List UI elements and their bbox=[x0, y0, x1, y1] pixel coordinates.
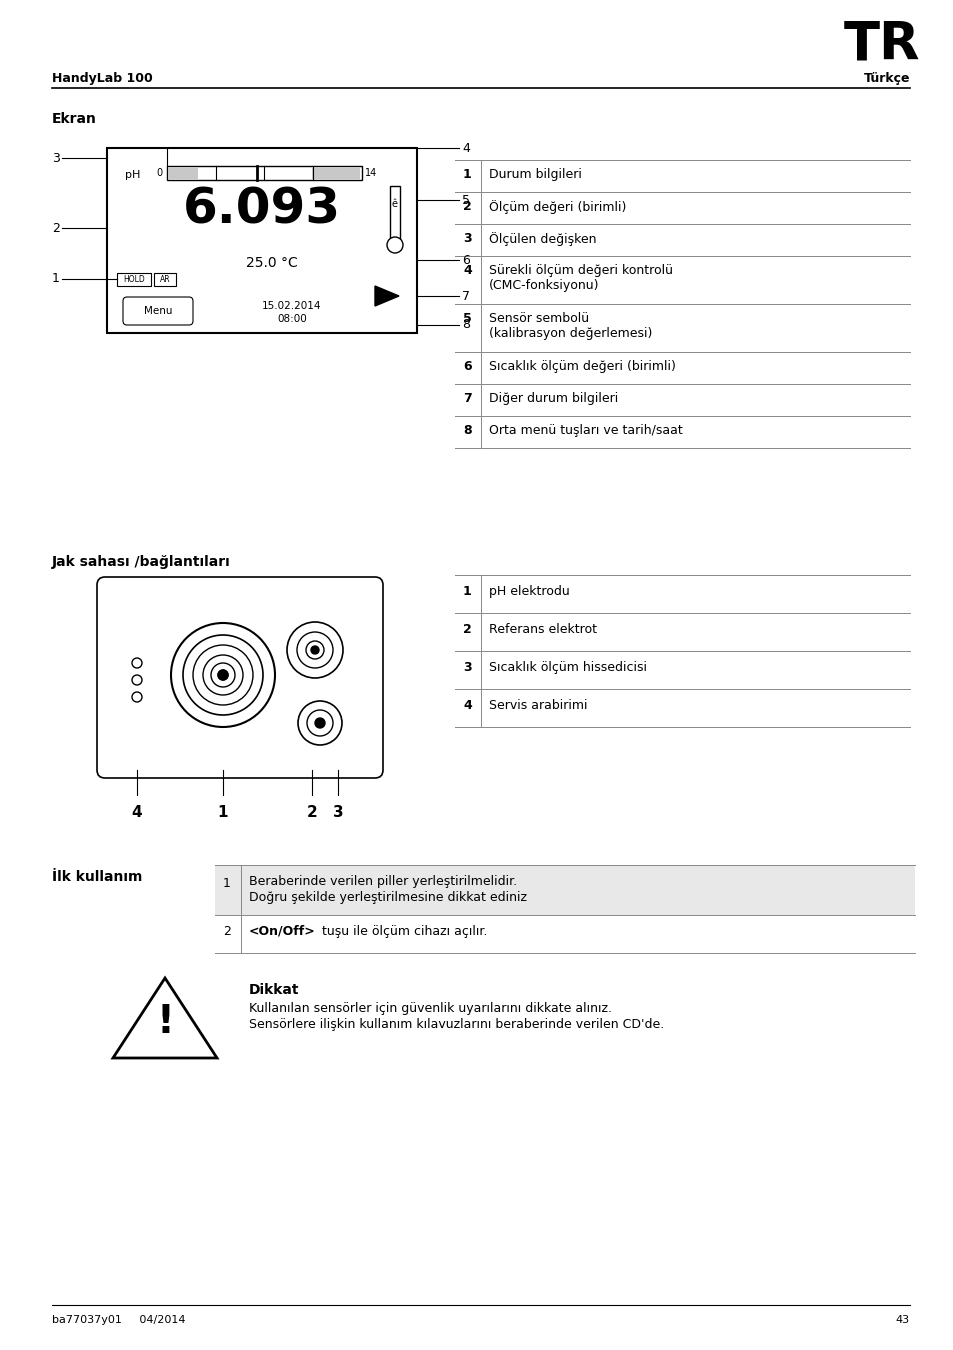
Text: 1: 1 bbox=[223, 878, 231, 890]
Polygon shape bbox=[375, 286, 398, 306]
Text: 15.02.2014: 15.02.2014 bbox=[262, 301, 321, 310]
Text: 4: 4 bbox=[462, 699, 471, 711]
Circle shape bbox=[387, 238, 402, 252]
FancyBboxPatch shape bbox=[97, 576, 382, 778]
Circle shape bbox=[183, 634, 263, 716]
Text: 1: 1 bbox=[462, 585, 471, 598]
Bar bbox=[168, 167, 198, 180]
Text: 6: 6 bbox=[462, 360, 471, 373]
Text: Sıcaklık ölçüm değeri (birimli): Sıcaklık ölçüm değeri (birimli) bbox=[489, 360, 675, 373]
Circle shape bbox=[211, 663, 234, 687]
Text: 4: 4 bbox=[132, 805, 142, 819]
Text: 2: 2 bbox=[462, 622, 471, 636]
Text: Jak sahası /bağlantıları: Jak sahası /bağlantıları bbox=[52, 555, 231, 568]
Text: ba77037y01     04/2014: ba77037y01 04/2014 bbox=[52, 1315, 185, 1324]
Text: Servis arabirimi: Servis arabirimi bbox=[489, 699, 587, 711]
Text: 3: 3 bbox=[462, 662, 471, 674]
Text: 6.093: 6.093 bbox=[183, 186, 341, 234]
Circle shape bbox=[307, 710, 333, 736]
Text: 1: 1 bbox=[52, 273, 60, 285]
Polygon shape bbox=[112, 977, 216, 1058]
Text: 7: 7 bbox=[461, 289, 470, 302]
Circle shape bbox=[193, 645, 253, 705]
Circle shape bbox=[218, 670, 228, 680]
Circle shape bbox=[218, 670, 228, 680]
Bar bbox=[312, 167, 359, 180]
FancyBboxPatch shape bbox=[123, 297, 193, 325]
Text: 5: 5 bbox=[461, 193, 470, 207]
Text: pH elektrodu: pH elektrodu bbox=[489, 585, 569, 598]
Circle shape bbox=[297, 701, 341, 745]
Text: Referans elektrot: Referans elektrot bbox=[489, 622, 597, 636]
Text: 2: 2 bbox=[306, 805, 317, 819]
Text: 6: 6 bbox=[461, 254, 470, 266]
Circle shape bbox=[287, 622, 343, 678]
Text: 3: 3 bbox=[333, 805, 343, 819]
Text: 25.0 °C: 25.0 °C bbox=[246, 256, 297, 270]
Text: 8: 8 bbox=[461, 319, 470, 332]
Text: Doğru şekilde yerleştirilmesine dikkat ediniz: Doğru şekilde yerleştirilmesine dikkat e… bbox=[249, 891, 526, 904]
Text: 08:00: 08:00 bbox=[276, 315, 307, 324]
Text: Diğer durum bilgileri: Diğer durum bilgileri bbox=[489, 392, 618, 405]
Text: 4: 4 bbox=[461, 142, 470, 154]
Text: pH: pH bbox=[125, 170, 140, 180]
Bar bbox=[390, 186, 399, 242]
Text: 4: 4 bbox=[462, 265, 471, 277]
Text: Sıcaklık ölçüm hissedicisi: Sıcaklık ölçüm hissedicisi bbox=[489, 662, 646, 674]
Text: tuşu ile ölçüm cihazı açılır.: tuşu ile ölçüm cihazı açılır. bbox=[317, 925, 487, 938]
Text: Sürekli ölçüm değeri kontrolü
(CMC-fonksiyonu): Sürekli ölçüm değeri kontrolü (CMC-fonks… bbox=[489, 265, 672, 292]
Circle shape bbox=[132, 693, 142, 702]
Text: Orta menü tuşları ve tarih/saat: Orta menü tuşları ve tarih/saat bbox=[489, 424, 682, 437]
Text: Sensör sembolü
(kalibrasyon değerlemesi): Sensör sembolü (kalibrasyon değerlemesi) bbox=[489, 312, 652, 340]
Text: Durum bilgileri: Durum bilgileri bbox=[489, 167, 581, 181]
Circle shape bbox=[296, 632, 333, 668]
Text: Ekran: Ekran bbox=[52, 112, 97, 126]
Text: Sensörlere ilişkin kullanım kılavuzlarını beraberinde verilen CD'de.: Sensörlere ilişkin kullanım kılavuzların… bbox=[249, 1018, 663, 1031]
Text: HOLD: HOLD bbox=[123, 275, 145, 284]
Text: Menu: Menu bbox=[144, 306, 172, 316]
Circle shape bbox=[203, 655, 243, 695]
Text: 5: 5 bbox=[462, 312, 471, 325]
Text: !: ! bbox=[156, 1003, 173, 1041]
Circle shape bbox=[306, 641, 324, 659]
Text: İlk kullanım: İlk kullanım bbox=[52, 869, 142, 884]
Text: ê: ê bbox=[392, 198, 397, 209]
Circle shape bbox=[132, 675, 142, 684]
Text: Ölçülen değişken: Ölçülen değişken bbox=[489, 232, 596, 246]
Text: 0: 0 bbox=[156, 167, 163, 178]
Text: 1: 1 bbox=[462, 167, 471, 181]
Text: 43: 43 bbox=[895, 1315, 909, 1324]
Text: 14: 14 bbox=[365, 167, 376, 178]
Text: <On/Off>: <On/Off> bbox=[249, 925, 315, 938]
Bar bbox=[153, 273, 175, 286]
Bar bbox=[117, 273, 151, 286]
Text: AR: AR bbox=[159, 275, 171, 284]
Bar bbox=[107, 148, 416, 333]
Text: 3: 3 bbox=[462, 232, 471, 244]
Text: 3: 3 bbox=[52, 151, 60, 165]
Circle shape bbox=[171, 622, 274, 728]
Text: 1: 1 bbox=[217, 805, 228, 819]
Text: 8: 8 bbox=[462, 424, 471, 437]
Text: 7: 7 bbox=[462, 392, 471, 405]
Text: 2: 2 bbox=[223, 925, 231, 938]
Circle shape bbox=[314, 718, 325, 728]
Text: Beraberinde verilen piller yerleştirilmelidir.: Beraberinde verilen piller yerleştirilme… bbox=[249, 875, 517, 888]
Circle shape bbox=[311, 647, 318, 653]
Bar bbox=[214, 865, 914, 915]
Text: Dikkat: Dikkat bbox=[249, 983, 299, 998]
Bar bbox=[167, 166, 361, 180]
Text: TR: TR bbox=[842, 18, 919, 70]
Circle shape bbox=[132, 657, 142, 668]
Text: 2: 2 bbox=[52, 221, 60, 235]
Text: Ölçüm değeri (birimli): Ölçüm değeri (birimli) bbox=[489, 200, 626, 213]
Text: 2: 2 bbox=[462, 200, 471, 213]
Text: HandyLab 100: HandyLab 100 bbox=[52, 72, 152, 85]
Text: Kullanılan sensörler için güvenlik uyarılarını dikkate alınız.: Kullanılan sensörler için güvenlik uyarı… bbox=[249, 1002, 612, 1015]
Text: Türkçe: Türkçe bbox=[862, 72, 909, 85]
